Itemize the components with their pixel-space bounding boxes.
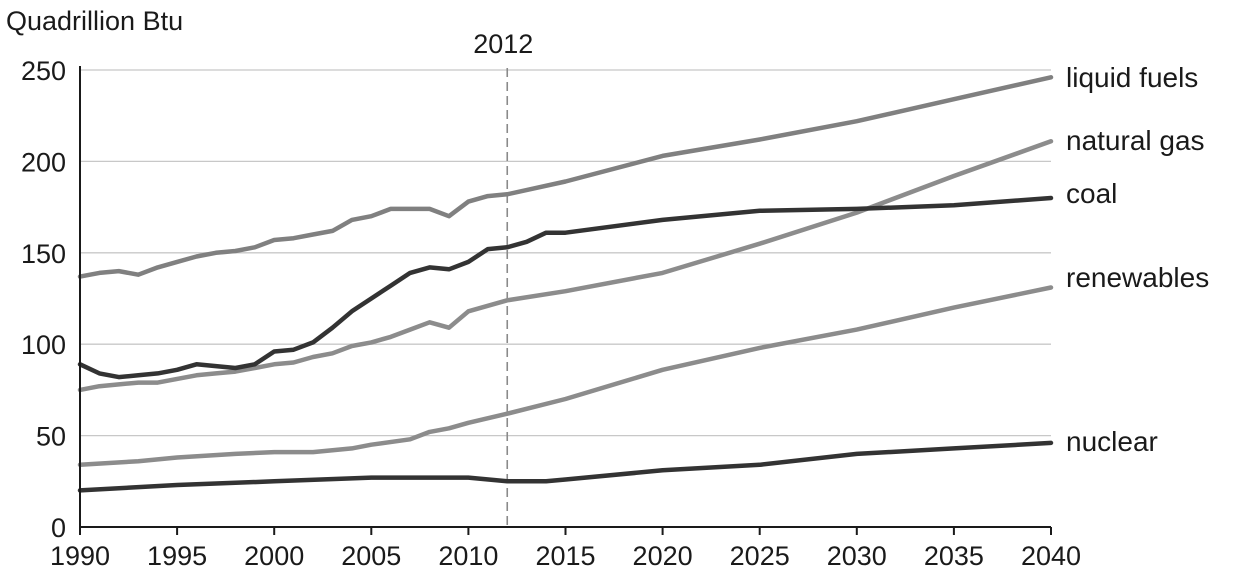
series-label-nuclear: nuclear [1066, 426, 1158, 457]
y-tick-label: 50 [36, 422, 66, 452]
series-line-renewables [77, 285, 1054, 468]
x-tick-label: 1995 [147, 541, 207, 571]
series-lines: liquid fuels natural gas coal renewables nuc… [77, 62, 1209, 493]
x-tick-label: 2000 [244, 541, 304, 571]
x-tick-label: 2010 [438, 541, 498, 571]
x-tick-label: 2005 [341, 541, 401, 571]
series-line-coal [77, 195, 1054, 380]
series-line-natural-gas [77, 139, 1054, 393]
grid-lines [80, 69, 1051, 437]
y-tick-label: 0 [51, 513, 66, 543]
x-tick-label: 2035 [924, 541, 984, 571]
series-label-liquid-fuels: liquid fuels [1066, 62, 1198, 93]
x-tick-label: 1990 [50, 541, 110, 571]
x-tick-label: 2025 [730, 541, 790, 571]
series-line-nuclear [77, 440, 1054, 493]
series-label-natural-gas: natural gas [1066, 125, 1205, 156]
series-label-renewables: renewables [1066, 262, 1209, 293]
x-tick-label: 2040 [1021, 541, 1081, 571]
x-tick-label: 2030 [827, 541, 887, 571]
y-tick-label: 100 [21, 330, 66, 360]
y-tick-label: 250 [21, 56, 66, 86]
y-tick-label: 150 [21, 239, 66, 269]
annotation-label-2012: 2012 [473, 29, 533, 59]
x-tick-label: 2020 [633, 541, 693, 571]
series-label-coal: coal [1066, 178, 1117, 209]
annotation-layer: 2012 [473, 29, 533, 527]
y-tick-label: 200 [21, 147, 66, 177]
x-tick-label: 2015 [535, 541, 595, 571]
y-axis-label: Quadrillion Btu [6, 6, 183, 36]
series-line-liquid-fuels [77, 75, 1054, 279]
axes: 0 50 100 150 200 250 1990 1995 2000 2005 2010 2015 2… [21, 56, 1081, 571]
